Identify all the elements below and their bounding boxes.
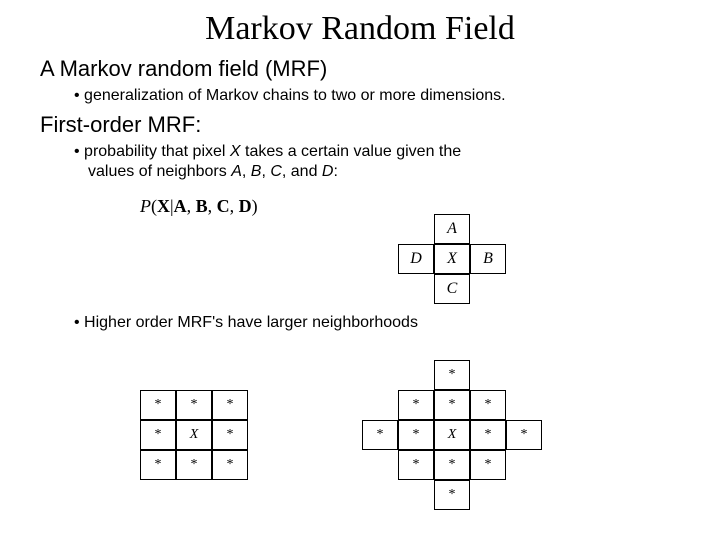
gb-r1c3: * <box>470 390 506 420</box>
ga-02: * <box>212 390 248 420</box>
ga-01: * <box>176 390 212 420</box>
page-title: Markov Random Field <box>0 10 720 48</box>
b2x: X <box>230 143 241 160</box>
b2A: A <box>231 163 242 180</box>
formula-P: P <box>140 196 151 216</box>
b2D: D <box>322 163 334 180</box>
gb-r1c1: * <box>398 390 434 420</box>
formula-C: C <box>217 196 230 216</box>
formula-close: ) <box>252 196 258 216</box>
formula-c3: , <box>230 196 239 216</box>
gb-r2c4: * <box>506 420 542 450</box>
formula-A: A <box>174 196 187 216</box>
formula-X: X <box>157 196 170 216</box>
section-first-order: First-order MRF: <box>40 112 720 138</box>
gb-r2c1: * <box>398 420 434 450</box>
gb-r0c2: * <box>434 360 470 390</box>
b2C: C <box>270 163 282 180</box>
formula-c1: , <box>187 196 196 216</box>
cell-D: D <box>398 244 434 274</box>
b2e: , and <box>282 163 322 180</box>
gb-r3c1: * <box>398 450 434 480</box>
ga-21: * <box>176 450 212 480</box>
ga-11-X: X <box>176 420 212 450</box>
gb-r3c3: * <box>470 450 506 480</box>
bullet-generalization: generalization of Markov chains to two o… <box>74 86 660 106</box>
ga-20: * <box>140 450 176 480</box>
gb-r2c3: * <box>470 420 506 450</box>
b2a: probability that pixel <box>84 143 230 160</box>
ga-00: * <box>140 390 176 420</box>
gb-r3c2: * <box>434 450 470 480</box>
formula-D: D <box>239 196 252 216</box>
cell-A: A <box>434 214 470 244</box>
bullet-higher-order-text: Higher order MRF's have larger neighborh… <box>84 314 418 331</box>
gb-r4c2: * <box>434 480 470 510</box>
gb-r2c0: * <box>362 420 398 450</box>
ga-10: * <box>140 420 176 450</box>
gb-r1c2: * <box>434 390 470 420</box>
b2f: : <box>333 163 337 180</box>
b2B: B <box>251 163 262 180</box>
cell-B: B <box>470 244 506 274</box>
b2d: , <box>261 163 270 180</box>
bullet-generalization-text: generalization of Markov chains to two o… <box>84 87 506 104</box>
cell-X: X <box>434 244 470 274</box>
bullet-higher-order: Higher order MRF's have larger neighborh… <box>74 313 660 333</box>
gb-r2c2-X: X <box>434 420 470 450</box>
ga-12: * <box>212 420 248 450</box>
cell-C: C <box>434 274 470 304</box>
formula: P(X|A, B, C, D) <box>140 196 720 217</box>
b2c: , <box>242 163 251 180</box>
formula-c2: , <box>208 196 217 216</box>
bullet-probability: probability that pixel X takes a certain… <box>74 142 470 182</box>
formula-B: B <box>196 196 208 216</box>
ga-22: * <box>212 450 248 480</box>
section-mrf: A Markov random field (MRF) <box>40 56 720 82</box>
